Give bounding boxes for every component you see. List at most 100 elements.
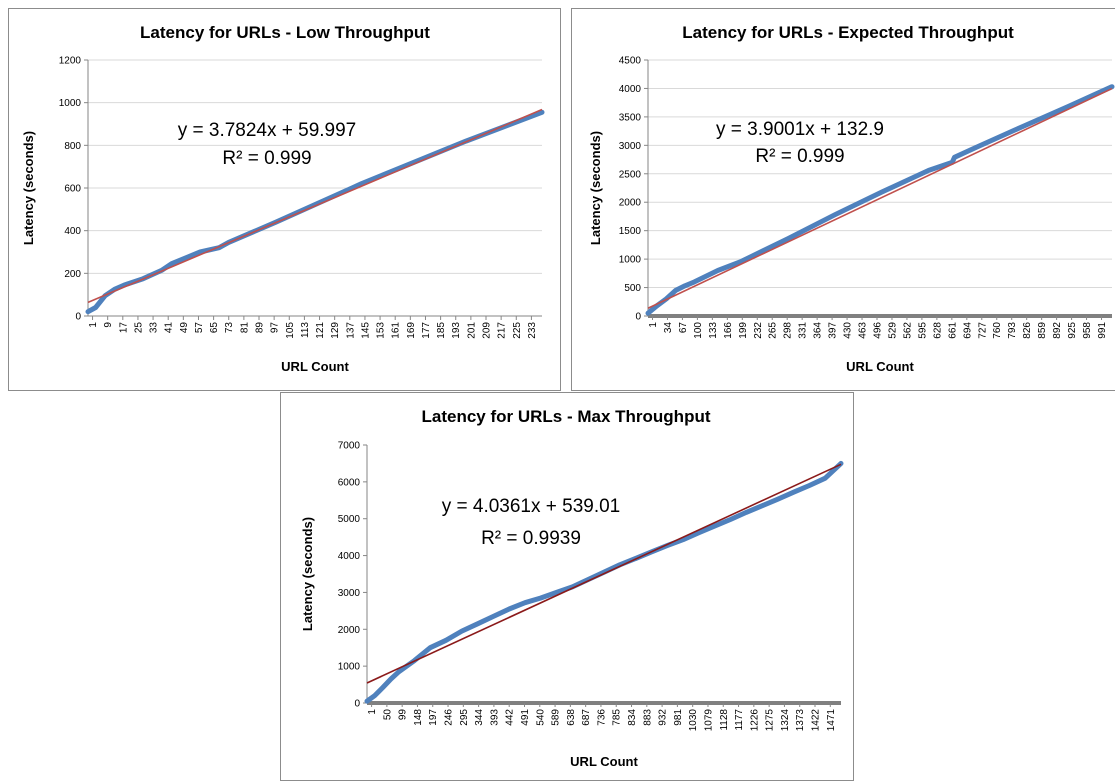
x-tick-label: 65 xyxy=(209,322,220,334)
x-tick-label: 153 xyxy=(376,322,387,339)
x-tick-label: 9 xyxy=(103,322,114,328)
x-tick-label: 201 xyxy=(466,322,477,339)
y-tick-label: 7000 xyxy=(338,441,361,452)
y-tick-label: 600 xyxy=(64,184,81,195)
x-tick-label: 217 xyxy=(497,322,508,339)
chart-expected-throughput: Latency for URLs - Expected Throughput 0 5… xyxy=(588,23,1115,374)
x-tick-label: 193 xyxy=(451,322,462,339)
trendline xyxy=(366,463,842,684)
x-tick-label: 41 xyxy=(164,322,175,334)
x-tick-label: 463 xyxy=(858,322,869,339)
x-tick-label: 958 xyxy=(1082,322,1093,339)
x-tick-label: 89 xyxy=(255,322,266,334)
x-tick-label: 760 xyxy=(992,322,1003,339)
x-tick-label: 197 xyxy=(428,709,439,726)
x-tick-label: 430 xyxy=(843,322,854,339)
y-tick-label: 4000 xyxy=(338,551,361,562)
x-tick-label: 50 xyxy=(382,709,393,721)
x-tick-label: 496 xyxy=(873,322,884,339)
x-tick-label: 1 xyxy=(88,322,99,328)
x-tick-label: 364 xyxy=(813,322,824,339)
chart-panel-max-throughput: Latency for URLs - Max Throughput 0 1000 20… xyxy=(280,392,854,781)
x-tick-label: 233 xyxy=(527,322,538,339)
x-tick-label: 81 xyxy=(239,322,250,334)
trendline-equation: y = 4.0361x + 539.01 xyxy=(442,496,621,517)
x-tick-label: 100 xyxy=(693,322,704,339)
x-tick-label: 442 xyxy=(505,709,516,726)
trendline-equation: y = 3.7824x + 59.997 xyxy=(178,120,357,141)
y-tick-label: 4000 xyxy=(619,84,642,95)
x-tick-label: 661 xyxy=(947,322,958,339)
x-tick-label: 17 xyxy=(118,322,129,334)
trendline xyxy=(647,87,1113,309)
x-tick-label: 727 xyxy=(977,322,988,339)
chart-title: Latency for URLs - Low Throughput xyxy=(140,23,430,42)
x-axis-title: URL Count xyxy=(570,754,638,769)
x-tick-label: 225 xyxy=(512,322,523,339)
y-tick-label: 1200 xyxy=(59,56,82,67)
x-tick-label: 540 xyxy=(535,709,546,726)
x-tick-label: 694 xyxy=(962,322,973,339)
x-tick-label: 121 xyxy=(315,322,326,339)
x-tick-label: 199 xyxy=(738,322,749,339)
x-tick-label: 1030 xyxy=(688,709,699,732)
x-tick-label: 1422 xyxy=(811,709,822,732)
x-tick-label: 638 xyxy=(566,709,577,726)
x-tick-label: 1 xyxy=(648,322,659,328)
x-tick-label: 1 xyxy=(367,709,378,715)
x-tick-label: 73 xyxy=(224,322,235,334)
y-tick-label: 3000 xyxy=(338,588,361,599)
x-tick-label: 331 xyxy=(798,322,809,339)
y-axis-title: Latency (seconds) xyxy=(300,517,315,631)
x-tick-label: 785 xyxy=(612,709,623,726)
y-tick-label: 0 xyxy=(75,312,81,323)
x-tick-label: 298 xyxy=(783,322,794,339)
x-tick-label: 1275 xyxy=(765,709,776,732)
x-tick-label: 49 xyxy=(179,322,190,334)
y-tick-label: 800 xyxy=(64,141,81,152)
series-line xyxy=(85,109,545,315)
y-axis-title: Latency (seconds) xyxy=(588,131,603,245)
x-tick-label: 595 xyxy=(917,322,928,339)
y-tick-label: 1500 xyxy=(619,226,642,237)
x-tick-label: 145 xyxy=(360,322,371,339)
y-tick-label: 1000 xyxy=(619,255,642,266)
chart-title: Latency for URLs - Max Throughput xyxy=(422,407,711,426)
x-tick-label: 981 xyxy=(673,709,684,726)
x-tick-label: 25 xyxy=(133,322,144,334)
x-tick-label: 265 xyxy=(768,322,779,339)
x-tick-label: 834 xyxy=(627,709,638,726)
y-tick-label: 3000 xyxy=(619,141,642,152)
chart-panel-low-throughput: Latency for URLs - Low Throughput 0 200 400… xyxy=(8,8,561,391)
y-tick-label: 2500 xyxy=(619,169,642,180)
x-tick-label: 129 xyxy=(330,322,341,339)
trendline-r-squared: R² = 0.999 xyxy=(755,146,844,167)
x-tick-label: 491 xyxy=(520,709,531,726)
y-tick-label: 200 xyxy=(64,269,81,280)
y-tick-label: 500 xyxy=(624,283,641,294)
x-tick-label: 393 xyxy=(489,709,500,726)
x-tick-label: 33 xyxy=(149,322,160,334)
trendline-r-squared: R² = 0.999 xyxy=(222,148,311,169)
x-tick-label: 562 xyxy=(902,322,913,339)
x-tick-label: 105 xyxy=(285,322,296,339)
x-tick-label: 1226 xyxy=(749,709,760,732)
x-tick-label: 883 xyxy=(642,709,653,726)
x-tick-label: 99 xyxy=(398,709,409,721)
x-tick-label: 246 xyxy=(444,709,455,726)
chart-title: Latency for URLs - Expected Throughput xyxy=(682,23,1014,42)
x-tick-label: 397 xyxy=(828,322,839,339)
x-tick-label: 793 xyxy=(1007,322,1018,339)
chart-panel-expected-throughput: Latency for URLs - Expected Throughput 0 5… xyxy=(571,8,1115,391)
x-tick-label: 148 xyxy=(413,709,424,726)
y-tick-label: 4500 xyxy=(619,56,642,67)
x-tick-label: 177 xyxy=(421,322,432,339)
trendline-equation: y = 3.9001x + 132.9 xyxy=(716,119,884,140)
y-tick-label: 400 xyxy=(64,226,81,237)
y-tick-label: 0 xyxy=(635,312,641,323)
x-tick-label: 169 xyxy=(406,322,417,339)
x-axis-title: URL Count xyxy=(846,359,914,374)
x-tick-label: 826 xyxy=(1022,322,1033,339)
chart-max-throughput: Latency for URLs - Max Throughput 0 1000 20… xyxy=(300,407,844,769)
x-tick-label: 161 xyxy=(391,322,402,339)
